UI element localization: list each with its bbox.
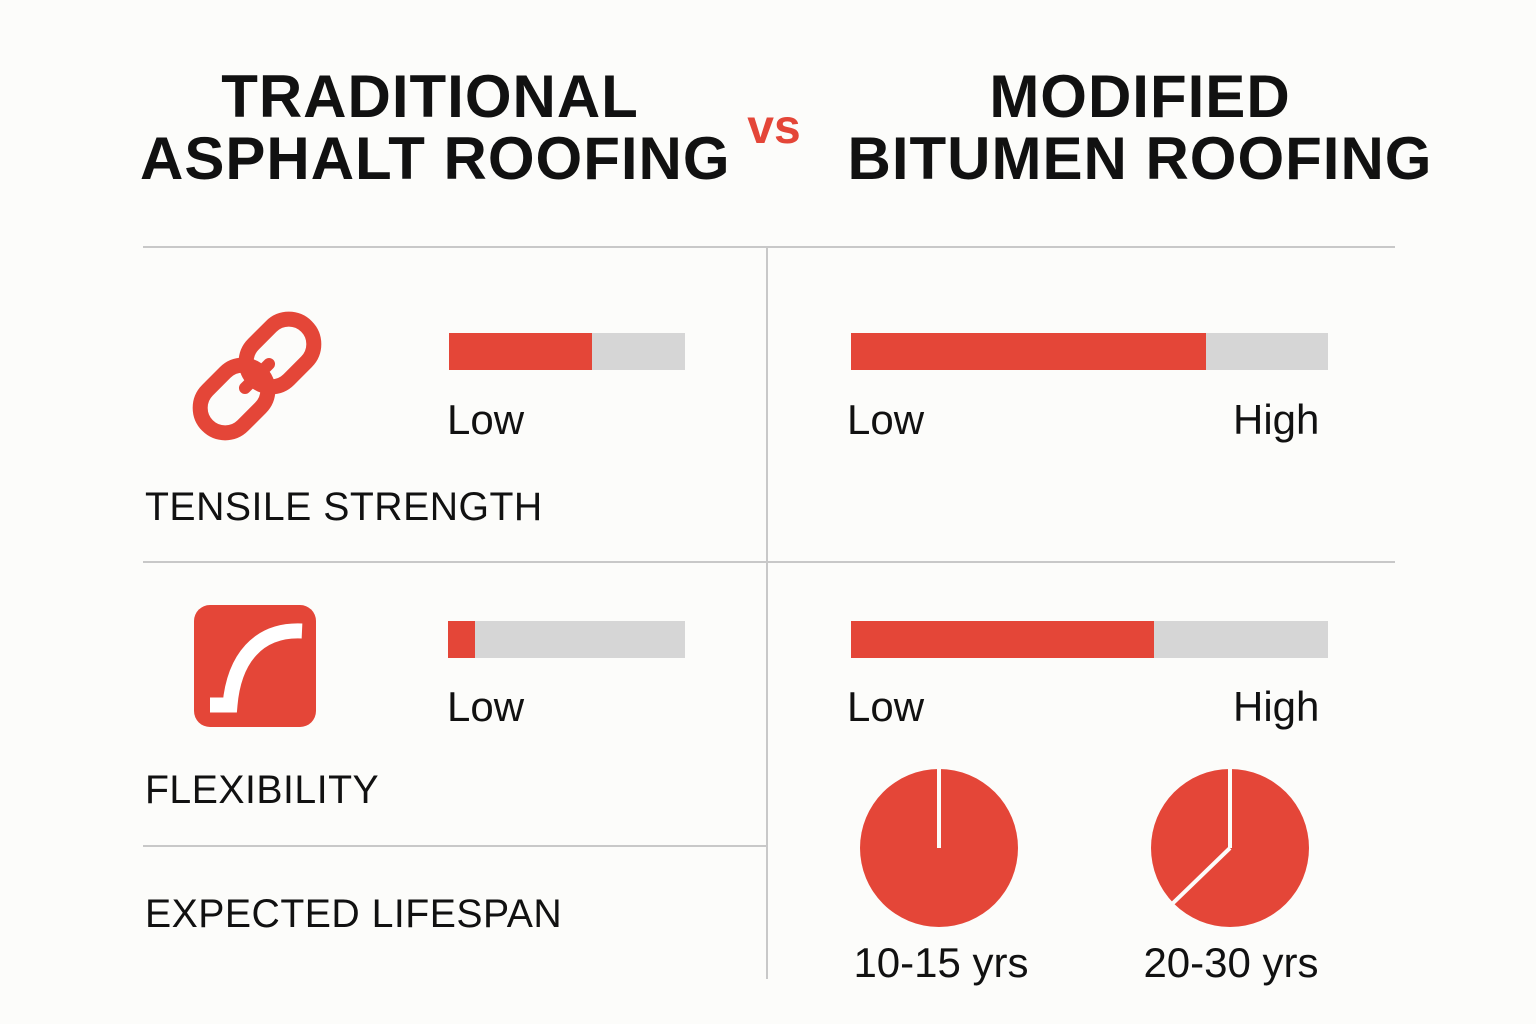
bar-fill	[448, 621, 476, 658]
lifespan-pie-modified	[1150, 768, 1310, 928]
lifespan-pie-traditional	[859, 768, 1019, 928]
flexibility-traditional-bar	[448, 621, 685, 658]
flexibility-modified-bar	[851, 621, 1328, 658]
bar-fill	[449, 333, 593, 370]
tensile-traditional-bar	[449, 333, 685, 370]
tensile-modified-low-label: Low	[847, 396, 925, 443]
title-line-1: MODIFIED	[989, 63, 1291, 130]
lifespan-divider	[143, 845, 767, 847]
tensile-traditional-low-label: Low	[447, 396, 525, 443]
top-divider	[143, 246, 1395, 248]
flex-curve-icon	[194, 605, 316, 727]
bar-fill	[851, 333, 1206, 370]
pie-chart-icon	[860, 768, 1018, 927]
pie-chart-icon	[1151, 768, 1309, 927]
bar-fill	[851, 621, 1154, 658]
modified-bitumen-title: MODIFIED BITUMEN ROOFING	[845, 66, 1435, 190]
flexibility-modified-low-label: Low	[847, 683, 925, 730]
center-divider	[766, 247, 768, 979]
title-line-2: BITUMEN ROOFING	[847, 125, 1433, 192]
tensile-strength-label: TENSILE STRENGTH	[145, 485, 543, 529]
flexibility-modified-high-label: High	[1233, 683, 1320, 730]
lifespan-modified-label: 20-30 yrs	[1143, 939, 1319, 986]
tensile-modified-bar	[851, 333, 1328, 370]
traditional-asphalt-title: TRADITIONAL ASPHALT ROOFING	[140, 63, 731, 192]
flexibility-label: FLEXIBILITY	[145, 768, 380, 812]
title-line-2: ASPHALT ROOFING	[140, 125, 731, 192]
chain-link-icon	[172, 296, 342, 456]
lifespan-traditional-label: 10-15 yrs	[853, 939, 1029, 986]
expected-lifespan-label: EXPECTED LIFESPAN	[145, 892, 563, 936]
tensile-modified-high-label: High	[1233, 396, 1320, 443]
middle-divider	[143, 561, 1395, 563]
vs-label: vs	[747, 101, 801, 154]
title-line-1: TRADITIONAL	[221, 63, 639, 130]
flexibility-traditional-low-label: Low	[447, 683, 525, 730]
